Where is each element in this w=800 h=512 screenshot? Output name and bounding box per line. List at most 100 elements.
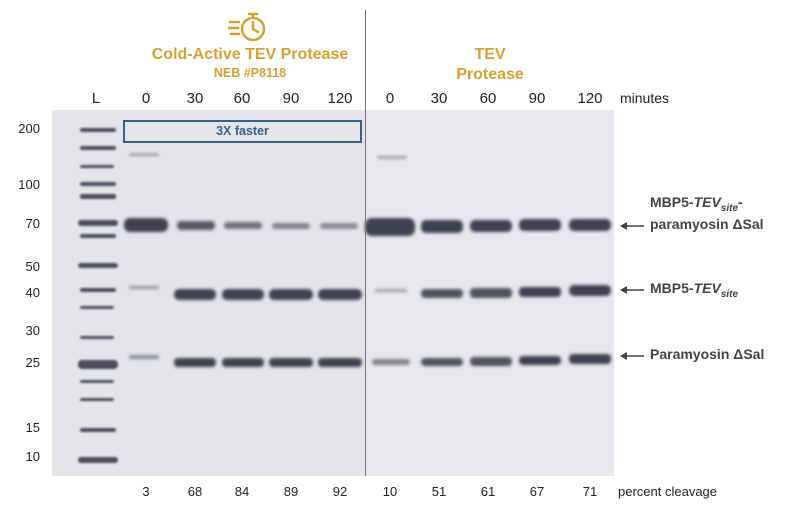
fusion-band bbox=[365, 218, 415, 236]
mw-marker: 100 bbox=[18, 177, 40, 192]
ladder-band bbox=[80, 288, 116, 292]
faster-box: 3X faster bbox=[123, 120, 362, 143]
band-label-mbp: MBP5-TEVsite bbox=[650, 280, 738, 300]
ladder-band bbox=[78, 220, 118, 226]
mw-marker: 200 bbox=[18, 121, 40, 136]
ladder-band bbox=[80, 146, 116, 150]
percent-value-right: 61 bbox=[480, 484, 496, 499]
lane-label-left: 90 bbox=[282, 90, 300, 107]
percent-value-right: 51 bbox=[431, 484, 447, 499]
mw-marker: 10 bbox=[25, 449, 40, 464]
lane-label-left: 0 bbox=[141, 90, 151, 107]
mw-marker: 25 bbox=[25, 355, 40, 370]
arrow-icon bbox=[620, 283, 644, 295]
mw-marker: 50 bbox=[25, 259, 40, 274]
lane-label-left: 120 bbox=[327, 90, 353, 107]
band-label-paramyosin: Paramyosin ΔSal bbox=[650, 346, 765, 362]
mbp-band bbox=[129, 286, 159, 289]
arrow-icon bbox=[620, 349, 644, 361]
ladder-band bbox=[78, 457, 118, 463]
band-label-fusion-sub: site bbox=[720, 202, 739, 214]
ladder-band bbox=[80, 234, 116, 238]
stopwatch-icon bbox=[226, 10, 268, 44]
minutes-label: minutes bbox=[620, 90, 670, 106]
mw-marker: 15 bbox=[25, 420, 40, 435]
fusion-band bbox=[519, 219, 561, 231]
band-label-fusion-pre: MBP5- bbox=[650, 194, 694, 210]
ladder-band bbox=[80, 336, 114, 339]
paramyosin-band bbox=[421, 358, 463, 366]
mbp-band bbox=[470, 288, 512, 298]
gel-image bbox=[52, 110, 614, 476]
ladder-band bbox=[80, 398, 114, 401]
percent-value-left: 3 bbox=[142, 484, 150, 499]
ladder-band bbox=[78, 263, 118, 268]
ladder-band bbox=[80, 428, 116, 432]
ladder-band bbox=[80, 165, 114, 168]
percent-value-left: 84 bbox=[234, 484, 250, 499]
band-label-fusion: MBP5-TEVsite- bbox=[650, 194, 743, 214]
lane-label-right: 0 bbox=[385, 90, 395, 107]
paramyosin-band bbox=[569, 354, 611, 364]
ladder-band bbox=[80, 194, 116, 199]
percent-value-left: 89 bbox=[283, 484, 299, 499]
paramyosin-band bbox=[318, 358, 362, 367]
mbp-band bbox=[375, 289, 407, 292]
percent-value-right: 10 bbox=[382, 484, 398, 499]
band-label-mbp-em: TEV bbox=[693, 280, 721, 296]
fusion-band bbox=[320, 223, 358, 229]
paramyosin-band bbox=[222, 358, 264, 367]
percent-value-left: 68 bbox=[187, 484, 203, 499]
mw-marker: 30 bbox=[25, 323, 40, 338]
mw-marker: 70 bbox=[25, 216, 40, 231]
percent-cleavage-label: percent cleavage bbox=[618, 484, 718, 499]
tev-title-line2: Protease bbox=[456, 66, 524, 83]
band-label-fusion-post: - bbox=[738, 194, 743, 210]
lane-label-right: 30 bbox=[430, 90, 448, 107]
tev-title-line1: TEV bbox=[474, 46, 506, 63]
mbp-band bbox=[519, 287, 561, 297]
faint-band bbox=[129, 153, 159, 156]
mbp-band bbox=[269, 289, 313, 300]
lane-label-left: 30 bbox=[186, 90, 204, 107]
paramyosin-band bbox=[470, 357, 512, 366]
arrow-icon bbox=[620, 219, 644, 231]
ladder-band bbox=[80, 380, 114, 383]
paramyosin-band bbox=[269, 358, 313, 367]
ladder-band bbox=[80, 306, 114, 309]
fusion-band bbox=[421, 220, 463, 233]
mbp-band bbox=[222, 289, 264, 300]
cold-active-title: Cold-Active TEV Protease bbox=[151, 46, 349, 63]
mbp-band bbox=[421, 289, 463, 298]
percent-value-left: 92 bbox=[332, 484, 348, 499]
ladder-band bbox=[80, 128, 116, 132]
mbp-band bbox=[318, 289, 362, 300]
percent-value-right: 67 bbox=[529, 484, 545, 499]
lane-label-left: 60 bbox=[233, 90, 251, 107]
fusion-band bbox=[124, 218, 168, 232]
ladder-label: L bbox=[91, 90, 101, 107]
lane-label-right: 120 bbox=[577, 90, 603, 107]
mbp-band bbox=[569, 285, 611, 296]
band-label-fusion-line2: paramyosin ΔSal bbox=[650, 216, 764, 232]
fusion-band bbox=[569, 219, 611, 231]
gel-divider bbox=[365, 10, 366, 476]
percent-value-right: 71 bbox=[582, 484, 598, 499]
paramyosin-band bbox=[519, 356, 561, 365]
faint-band bbox=[377, 156, 407, 159]
cold-active-catalog: NEB #P8118 bbox=[213, 66, 287, 80]
fusion-band bbox=[224, 222, 262, 229]
band-label-mbp-sub: site bbox=[720, 288, 739, 300]
mw-marker: 40 bbox=[25, 285, 40, 300]
lane-label-right: 90 bbox=[528, 90, 546, 107]
fusion-band bbox=[177, 221, 215, 230]
ladder-band bbox=[78, 360, 118, 369]
lane-label-right: 60 bbox=[479, 90, 497, 107]
band-label-fusion-em: TEV bbox=[693, 194, 721, 210]
paramyosin-band bbox=[174, 358, 216, 367]
paramyosin-band bbox=[129, 355, 159, 359]
mbp-band bbox=[174, 289, 216, 300]
band-label-mbp-pre: MBP5- bbox=[650, 280, 694, 296]
paramyosin-band bbox=[372, 359, 410, 365]
fusion-band bbox=[470, 220, 512, 232]
